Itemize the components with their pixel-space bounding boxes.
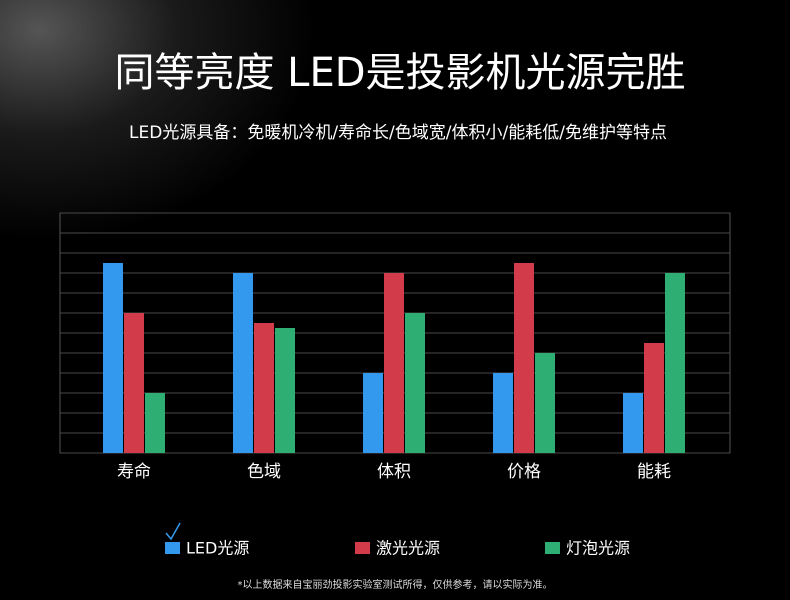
- bar: [103, 263, 123, 453]
- bar: [145, 393, 165, 453]
- check-icon: [165, 522, 181, 541]
- bar: [665, 273, 685, 453]
- bar: [124, 313, 144, 453]
- bar: [275, 328, 295, 453]
- bar: [623, 393, 643, 453]
- legend-label: 灯泡光源: [566, 539, 630, 558]
- bar: [405, 313, 425, 453]
- bar: [233, 273, 253, 453]
- footnote: *以上数据来自宝丽劲投影实验室测试所得，仅供参考，请以实际为准。: [238, 578, 553, 591]
- x-tick-label: 价格: [507, 462, 541, 482]
- x-tick-label: 色域: [247, 462, 281, 482]
- bar: [644, 343, 664, 453]
- x-tick-label: 体积: [377, 462, 411, 482]
- bar: [493, 373, 513, 453]
- legend-label: LED光源: [186, 539, 249, 558]
- bar: [514, 263, 534, 453]
- legend-swatch: [165, 542, 180, 554]
- chart-subtitle: LED光源具备：免暖机冷机/寿命长/色域宽/体积小/能耗低/免维护等特点: [129, 123, 667, 143]
- chart-title: 同等亮度 LED是投影机光源完胜: [114, 50, 685, 96]
- bar: [254, 323, 274, 453]
- legend-label: 激光光源: [376, 539, 440, 558]
- bar: [384, 273, 404, 453]
- x-tick-label: 能耗: [637, 462, 671, 482]
- legend-swatch: [545, 542, 560, 554]
- x-tick-label: 寿命: [117, 462, 151, 482]
- legend-swatch: [355, 542, 370, 554]
- bar: [363, 373, 383, 453]
- bar: [535, 353, 555, 453]
